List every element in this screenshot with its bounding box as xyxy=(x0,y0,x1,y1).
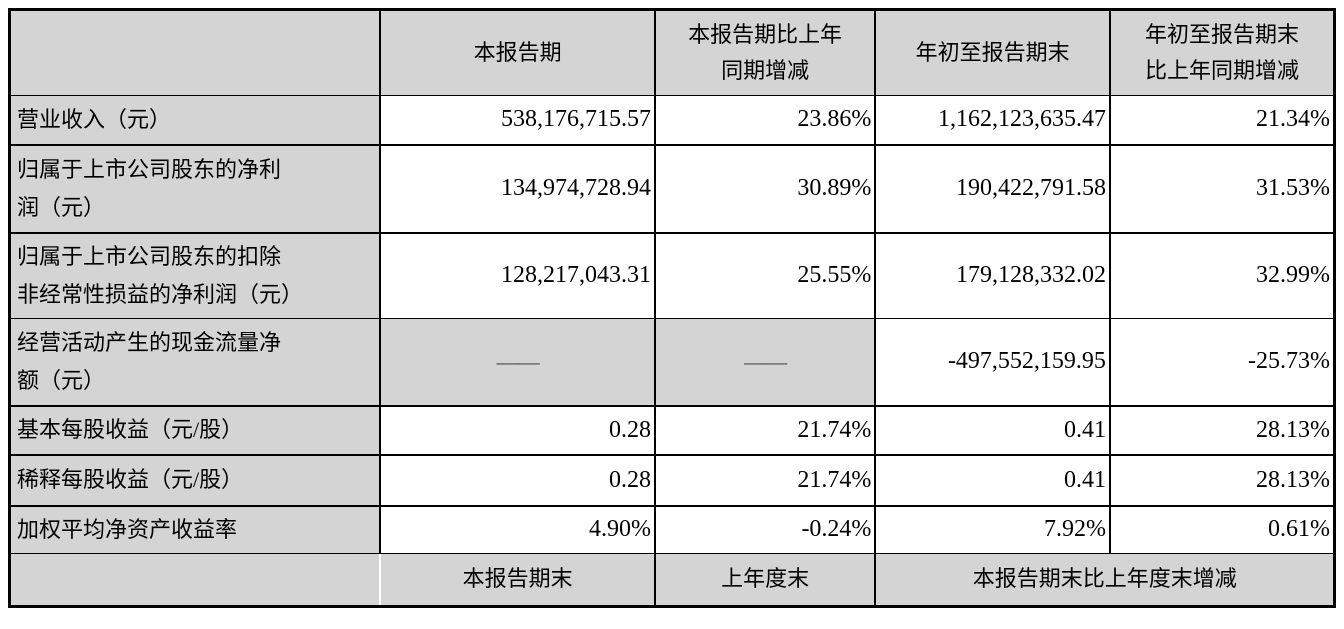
cell-value: -0.24% xyxy=(653,505,877,554)
header-ytd: 年初至报告期末 xyxy=(874,9,1111,96)
cell-dash-placeholder: —— xyxy=(379,318,656,407)
cell-value: 0.41 xyxy=(874,454,1111,507)
cell-value: 4.90% xyxy=(379,505,656,554)
cell-value: 1,162,123,635.47 xyxy=(874,95,1111,146)
cell-value: 23.86% xyxy=(653,95,877,146)
table-row-operating-cash-flow: 经营活动产生的现金流量净 额（元） —— —— -497,552,159.95 … xyxy=(8,318,1336,407)
cell-value: 0.28 xyxy=(379,405,656,456)
cell-value: 7.92% xyxy=(874,505,1111,554)
table-header-row: 本报告期 本报告期比上年 同期增减 年初至报告期末 年初至报告期末 比上年同期增… xyxy=(8,9,1336,96)
cell-value: 0.28 xyxy=(379,454,656,507)
row-label: 营业收入（元） xyxy=(8,95,382,146)
table-row-diluted-eps: 稀释每股收益（元/股） 0.28 21.74% 0.41 28.13% xyxy=(8,454,1336,507)
cell-value: 31.53% xyxy=(1108,144,1336,234)
footer-end-of-last-year: 上年度末 xyxy=(653,553,877,607)
cell-value: 134,974,728.94 xyxy=(379,144,656,234)
cell-value: 25.55% xyxy=(653,232,877,319)
cell-value: 28.13% xyxy=(1108,405,1336,456)
cell-value: 190,422,791.58 xyxy=(874,144,1111,234)
cell-value: 0.41 xyxy=(874,405,1111,456)
cell-dash-placeholder: —— xyxy=(653,318,877,407)
row-label: 稀释每股收益（元/股） xyxy=(8,454,382,507)
row-label: 基本每股收益（元/股） xyxy=(8,405,382,456)
header-current-period: 本报告期 xyxy=(379,9,656,96)
financial-indicators-table: 本报告期 本报告期比上年 同期增减 年初至报告期末 年初至报告期末 比上年同期增… xyxy=(8,8,1336,608)
cell-value: 30.89% xyxy=(653,144,877,234)
footer-empty-cell xyxy=(8,553,382,607)
cell-value: 21.74% xyxy=(653,454,877,507)
row-label: 归属于上市公司股东的扣除 非经常性损益的净利润（元） xyxy=(8,232,382,319)
table-row-weighted-avg-roe: 加权平均净资产收益率 4.90% -0.24% 7.92% 0.61% xyxy=(8,505,1336,554)
cell-value: 21.34% xyxy=(1108,95,1336,146)
footer-period-end-vs-last-year-change: 本报告期末比上年度末增减 xyxy=(874,553,1336,607)
table-footer-subheader-row: 本报告期末 上年度末 本报告期末比上年度末增减 xyxy=(8,553,1336,607)
header-empty-cell xyxy=(8,9,382,96)
cell-value: -497,552,159.95 xyxy=(874,318,1111,407)
cell-value: 538,176,715.57 xyxy=(379,95,656,146)
footer-end-of-period: 本报告期末 xyxy=(379,553,656,607)
table-row-net-profit: 归属于上市公司股东的净利 润（元） 134,974,728.94 30.89% … xyxy=(8,144,1336,234)
cell-value: -25.73% xyxy=(1108,318,1336,407)
row-label: 归属于上市公司股东的净利 润（元） xyxy=(8,144,382,234)
cell-value: 128,217,043.31 xyxy=(379,232,656,319)
cell-value: 0.61% xyxy=(1108,505,1336,554)
table-row-net-profit-excl-nonrecurring: 归属于上市公司股东的扣除 非经常性损益的净利润（元） 128,217,043.3… xyxy=(8,232,1336,319)
cell-value: 32.99% xyxy=(1108,232,1336,319)
cell-value: 28.13% xyxy=(1108,454,1336,507)
row-label: 经营活动产生的现金流量净 额（元） xyxy=(8,318,382,407)
header-ytd-yoy-change: 年初至报告期末 比上年同期增减 xyxy=(1108,9,1336,96)
table-row-basic-eps: 基本每股收益（元/股） 0.28 21.74% 0.41 28.13% xyxy=(8,405,1336,456)
cell-value: 179,128,332.02 xyxy=(874,232,1111,319)
cell-value: 21.74% xyxy=(653,405,877,456)
row-label: 加权平均净资产收益率 xyxy=(8,505,382,554)
header-current-period-yoy-change: 本报告期比上年 同期增减 xyxy=(653,9,877,96)
table-row-operating-revenue: 营业收入（元） 538,176,715.57 23.86% 1,162,123,… xyxy=(8,95,1336,146)
